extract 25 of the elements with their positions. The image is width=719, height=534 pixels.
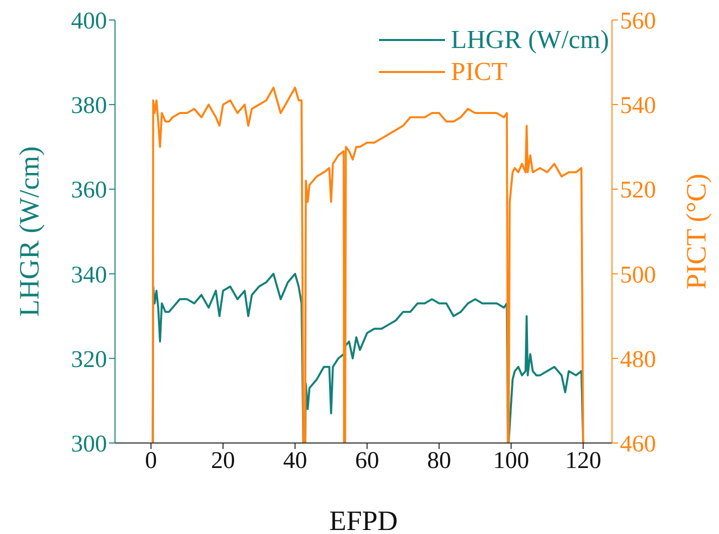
y-tick-label: 320 [71, 346, 107, 373]
y-tick-label: 380 [71, 93, 107, 120]
x-tick-label: 0 [145, 448, 158, 474]
line-series [152, 86, 584, 443]
y2-tick-label: 520 [620, 178, 656, 204]
y-tick-label: 400 [71, 8, 107, 35]
legend-label: PICT [450, 56, 508, 88]
x-tick-label: 120 [565, 448, 602, 474]
x-tick-label: 40 [283, 448, 308, 474]
y-tick-label: 340 [71, 262, 107, 288]
y2-tick-label: 540 [620, 93, 656, 120]
x-tick-label: 80 [427, 448, 452, 474]
x-axis-title: EFPD [329, 506, 398, 534]
y2-tick-label: 480 [620, 346, 656, 373]
x-tick-label: 100 [493, 448, 530, 474]
y-axis-title: LHGR (W/cm) [14, 146, 46, 317]
y-tick-label: 300 [71, 432, 107, 458]
legend-label: LHGR (W/cm) [450, 24, 609, 56]
y2-tick-label: 560 [620, 8, 656, 35]
y2-tick-label: 460 [620, 432, 656, 458]
x-tick-label: 20 [211, 448, 236, 474]
y-tick-label: 360 [71, 178, 107, 204]
y2-tick-label: 500 [620, 262, 656, 288]
x-tick-label: 60 [355, 448, 380, 474]
y2-axis-title: PICT (°C) [682, 174, 712, 290]
